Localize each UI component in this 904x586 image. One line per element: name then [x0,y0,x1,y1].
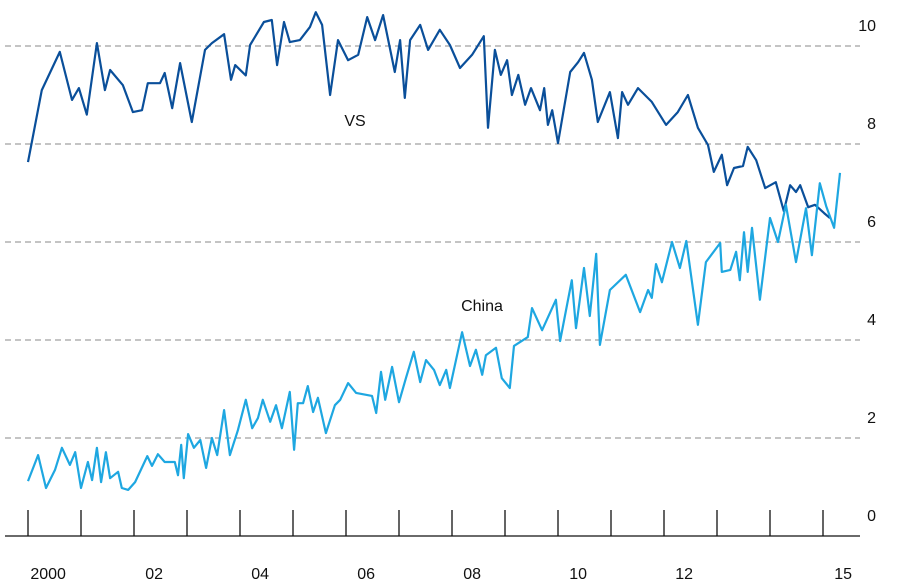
x-tick-label: 10 [569,566,587,583]
series-line [26,172,842,491]
x-tick-label: 12 [675,566,693,583]
series-label: China [461,298,503,315]
x-tick-label: 06 [357,566,375,583]
series-label: VS [344,113,365,130]
y-tick-label: 4 [867,312,876,329]
x-tick-label: 02 [145,566,163,583]
x-tick-label: 08 [463,566,481,583]
x-tick-label: 04 [251,566,269,583]
y-tick-label: 8 [867,116,876,133]
y-tick-label: 0 [867,508,876,525]
y-tick-label: 2 [867,410,876,427]
series-line [26,11,831,219]
x-tick-label: 15 [834,566,852,583]
y-tick-label: 6 [867,214,876,231]
x-tick-label: 2000 [30,566,66,583]
y-tick-label: 10 [858,18,876,35]
